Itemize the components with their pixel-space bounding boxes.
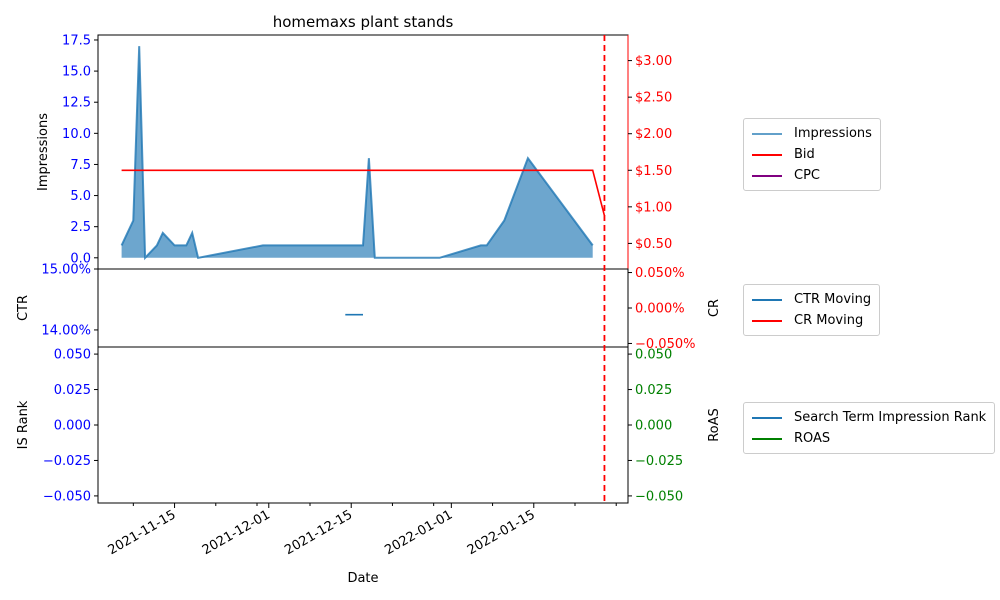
y-tick-label: 0.050: [54, 348, 91, 363]
y-tick-label: 2.5: [70, 220, 91, 235]
y2-tick-label: $1.00: [635, 200, 672, 215]
rank-panel: −0.050 −0.025 0.000 0.025 0.050 −0.050 −0.025 0…: [16, 346, 722, 504]
y-axis-label: IS Rank: [16, 400, 31, 449]
x-axis-label: Date: [347, 571, 378, 586]
y2-tick-label: $2.50: [635, 91, 672, 106]
y-tick-label: −0.050: [43, 489, 91, 504]
legend-label: Impressions: [794, 126, 872, 141]
y2-axis-label: CR: [707, 299, 722, 317]
legend-label: CPC: [794, 168, 820, 183]
legend-item: Bid: [752, 144, 872, 165]
legend-swatch: [752, 153, 782, 156]
y-tick-label: 0.000: [54, 419, 91, 434]
legend-label: Bid: [794, 147, 815, 162]
panel-frame: [97, 346, 629, 504]
y-tick-label: 17.5: [62, 33, 91, 48]
legend-item: CTR Moving: [752, 289, 871, 310]
y-tick-label: 0.025: [54, 383, 91, 398]
y-tick-label: 7.5: [70, 158, 91, 173]
legend-item: Search Term Impression Rank: [752, 407, 986, 428]
impressions-panel: 0.0 2.5 5.0 7.5 10.0 12.5 15.0 17.5 $0.50 $1.00 $1…: [36, 33, 672, 270]
legend-label: CR Moving: [794, 313, 864, 328]
y2-tick-label: $2.00: [635, 127, 672, 142]
y2-tick-label: 0.050: [635, 348, 672, 363]
y2-tick-label: −0.050%: [635, 337, 695, 352]
y-tick-label: 12.5: [62, 96, 91, 111]
y-tick-label: −0.025: [43, 454, 91, 469]
y2-tick-label: 0.050%: [635, 266, 685, 281]
series-line-bid: [121, 169, 606, 216]
legend-label: ROAS: [794, 431, 831, 446]
series-area-impressions: [121, 46, 593, 258]
x-tick-label: 2021-11-15: [106, 507, 179, 558]
x-axis: 2021-11-15 2021-12-01 2021-12-15 2022-01-01…: [106, 503, 617, 558]
y2-tick-label: 0.000%: [635, 302, 685, 317]
x-tick-label: 2021-12-01: [200, 507, 273, 558]
y2-tick-label: 0.025: [635, 383, 672, 398]
legend-label: Search Term Impression Rank: [794, 410, 987, 425]
chart-title: homemaxs plant stands: [273, 13, 454, 31]
panel-frame: [97, 268, 629, 348]
legend-swatch: [752, 132, 782, 135]
y2-tick-label: 0.000: [635, 419, 672, 434]
legend-swatch: [752, 174, 782, 177]
series-line-impressions: [120, 46, 594, 261]
legend-item: Impressions: [752, 123, 872, 144]
y2-axis-label: RoAS: [707, 408, 722, 442]
legend-item: CPC: [752, 165, 872, 186]
legend-swatch: [752, 437, 782, 440]
y-tick-label: 10.0: [62, 127, 91, 142]
legend-ctr-panel: CTR Moving CR Moving: [743, 284, 881, 336]
y-tick-label: 0.0: [70, 251, 91, 266]
x-tick-label: 2022-01-01: [382, 507, 455, 558]
legend-rank-panel: Search Term Impression Rank ROAS: [743, 402, 996, 454]
y2-tick-label: −0.025: [635, 454, 683, 469]
y2-tick-label: $0.50: [635, 237, 672, 252]
x-tick-label: 2022-01-15: [465, 507, 538, 558]
ctr-panel: 14.00% 15.00% −0.050% 0.000% 0.050% CTR CR: [16, 263, 722, 352]
x-tick-label: 2021-12-15: [282, 507, 355, 558]
legend-item: ROAS: [752, 428, 986, 449]
y2-tick-label: $1.50: [635, 164, 672, 179]
legend-item: CR Moving: [752, 310, 871, 331]
y-axis-label: Impressions: [36, 113, 51, 191]
y2-tick-label: −0.050: [635, 489, 683, 504]
legend-impressions-panel: Impressions Bid CPC: [743, 118, 881, 191]
y-tick-label: 5.0: [70, 189, 91, 204]
y-tick-label: 15.00%: [41, 263, 91, 278]
legend-swatch: [752, 319, 782, 322]
y-tick-label: 15.0: [62, 65, 91, 80]
legend-label: CTR Moving: [794, 292, 872, 307]
legend-swatch: [752, 416, 782, 419]
y2-tick-label: $3.00: [635, 54, 672, 69]
legend-swatch: [752, 298, 782, 301]
y-axis-label: CTR: [16, 295, 31, 321]
y-tick-label: 14.00%: [41, 323, 91, 338]
